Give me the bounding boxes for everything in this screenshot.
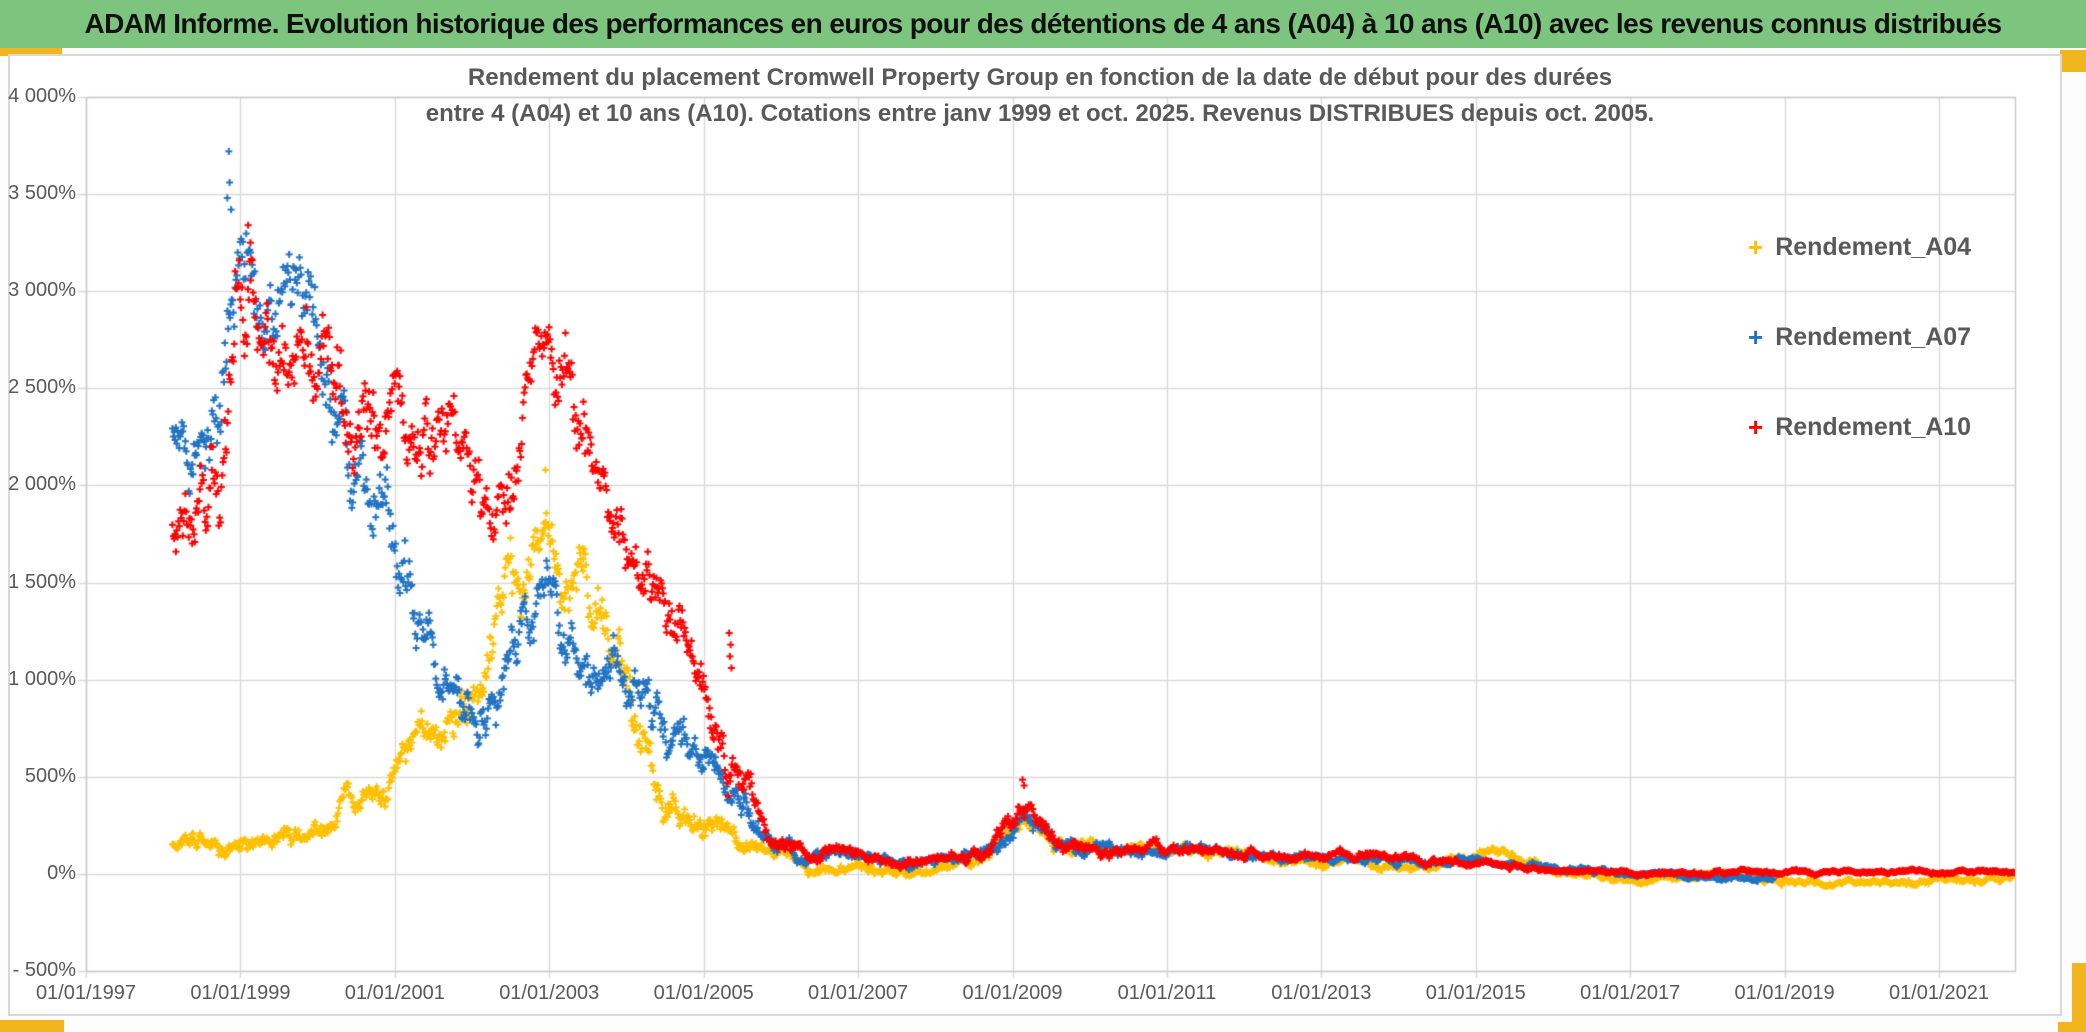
x-tick-label: 01/01/2021 — [1888, 982, 1990, 1004]
legend-item-rendement-a10[interactable]: + Rendement_A10 — [1748, 412, 1971, 442]
y-tick-label: 1 500% — [8, 570, 76, 593]
y-tick-label: 2 500% — [8, 376, 76, 399]
legend-label: Rendement_A04 — [1775, 232, 1972, 261]
plus-marker-icon: + — [1748, 232, 1764, 262]
y-tick-label: 3 500% — [8, 182, 76, 205]
y-tick-label: 1 000% — [8, 667, 76, 690]
banner-title: ADAM Informe. Evolution historique des p… — [84, 8, 2002, 39]
x-tick-label: 01/01/2019 — [1734, 982, 1835, 1004]
chart-title-line1: Rendement du placement Cromwell Property… — [467, 64, 1613, 91]
x-tick-label: 01/01/1999 — [190, 982, 291, 1004]
x-tick-label: 01/01/2009 — [962, 982, 1063, 1004]
y-tick-label: 4 000% — [8, 85, 76, 107]
x-tick-label: 01/01/2013 — [1271, 982, 1372, 1004]
legend-label: Rendement_A07 — [1775, 322, 1972, 351]
x-tick-label: 01/01/2007 — [808, 982, 909, 1004]
legend: + Rendement_A04 + Rendement_A07 + Rendem… — [1748, 232, 1971, 442]
x-tick-label: 01/01/1997 — [35, 982, 137, 1004]
banner: ADAM Informe. Evolution historique des p… — [0, 0, 2086, 48]
x-tick-label: 01/01/2001 — [344, 982, 445, 1004]
x-tick-label: 01/01/2005 — [653, 982, 754, 1004]
y-tick-label: 3 000% — [8, 279, 76, 302]
y-tick-label: 0% — [47, 861, 76, 884]
legend-label: Rendement_A10 — [1775, 412, 1972, 441]
y-tick-label: - 500% — [12, 959, 76, 981]
legend-item-rendement-a04[interactable]: + Rendement_A04 — [1748, 232, 1971, 262]
x-tick-label: 01/01/2011 — [1117, 982, 1217, 1004]
plus-marker-icon: + — [1748, 322, 1764, 352]
y-tick-label: 500% — [24, 764, 76, 787]
plus-marker-icon: + — [1748, 412, 1764, 442]
x-tick-label: 01/01/2017 — [1580, 982, 1681, 1004]
chart-title: Rendement du placement Cromwell Property… — [200, 60, 1880, 132]
legend-item-rendement-a07[interactable]: + Rendement_A07 — [1748, 322, 1971, 352]
y-tick-label: 2 000% — [8, 473, 76, 496]
chart-title-line2: entre 4 (A04) et 10 ans (A10). Cotations… — [425, 100, 1655, 127]
x-tick-label: 01/01/2015 — [1425, 982, 1526, 1004]
x-tick-label: 01/01/2003 — [499, 982, 600, 1004]
